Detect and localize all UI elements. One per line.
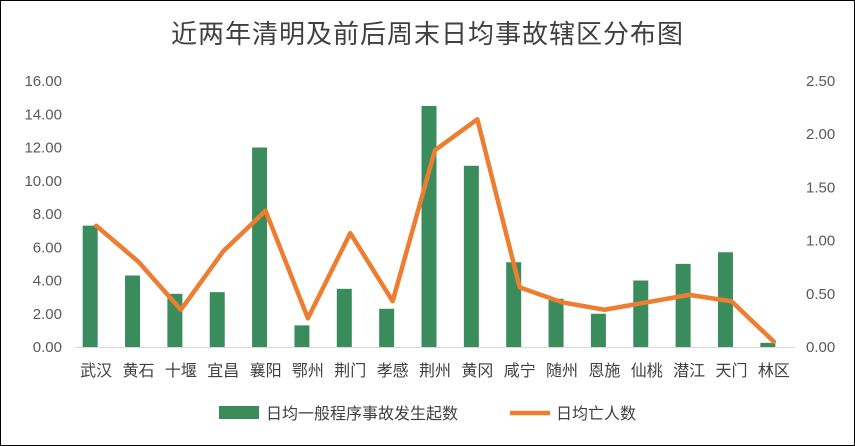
x-tick-label: 武汉 <box>80 361 112 380</box>
y-left-tick-label: 16.00 <box>24 73 62 90</box>
x-tick-label: 孝感 <box>377 361 409 380</box>
x-tick-label: 随州 <box>546 361 578 380</box>
bar <box>82 225 98 347</box>
bar <box>421 105 437 347</box>
x-tick-label: 天门 <box>715 361 747 380</box>
x-tick-label: 黄石 <box>123 361 155 380</box>
y-left-tick-label: 8.00 <box>33 206 62 223</box>
legend-swatch-bar <box>219 406 259 419</box>
y-right-tick-label: 0.00 <box>806 339 835 356</box>
y-left-tick-label: 14.00 <box>24 106 62 123</box>
x-tick-label: 荆门 <box>334 361 366 380</box>
y-left-tick-label: 10.00 <box>24 173 62 190</box>
y-right-tick-label: 1.50 <box>806 179 835 196</box>
x-tick-label: 恩施 <box>588 361 620 380</box>
bar <box>294 325 310 347</box>
bar <box>125 275 141 347</box>
y-left-tick-label: 12.00 <box>24 140 62 157</box>
x-tick-label: 咸宁 <box>504 361 536 380</box>
x-tick-label: 鄂州 <box>292 361 324 380</box>
bar <box>548 298 564 347</box>
x-tick-label: 襄阳 <box>250 361 282 380</box>
y-left-tick-label: 2.00 <box>33 306 62 323</box>
bar <box>633 280 649 347</box>
legend-label-line: 日均亡人数 <box>556 404 636 423</box>
bar <box>209 292 225 347</box>
bar <box>252 147 268 347</box>
x-tick-label: 林区 <box>758 361 790 380</box>
bar <box>463 165 479 347</box>
x-tick-label: 仙桃 <box>631 361 663 380</box>
bar <box>379 308 395 347</box>
y-right-tick-label: 0.50 <box>806 286 835 303</box>
bar <box>675 263 691 347</box>
x-tick-label: 荆州 <box>419 361 451 380</box>
bar <box>336 288 352 347</box>
x-tick-label: 十堰 <box>165 361 197 380</box>
bar <box>590 313 606 347</box>
x-tick-label: 黄冈 <box>461 361 493 380</box>
x-tick-label: 宜昌 <box>207 361 239 380</box>
legend-label-bar: 日均一般程序事故发生起数 <box>266 404 458 423</box>
y-left-tick-label: 4.00 <box>33 273 62 290</box>
y-left-tick-label: 6.00 <box>33 239 62 256</box>
bar <box>506 262 522 347</box>
y-right-tick-label: 2.50 <box>806 73 835 90</box>
y-left-tick-label: 0.00 <box>33 339 62 356</box>
x-tick-label: 潜江 <box>673 361 705 380</box>
chart-title: 近两年清明及前后周末日均事故辖区分布图 <box>170 20 684 50</box>
y-right-tick-label: 2.00 <box>806 126 835 143</box>
y-right-tick-label: 1.00 <box>806 233 835 250</box>
bar <box>760 342 776 347</box>
